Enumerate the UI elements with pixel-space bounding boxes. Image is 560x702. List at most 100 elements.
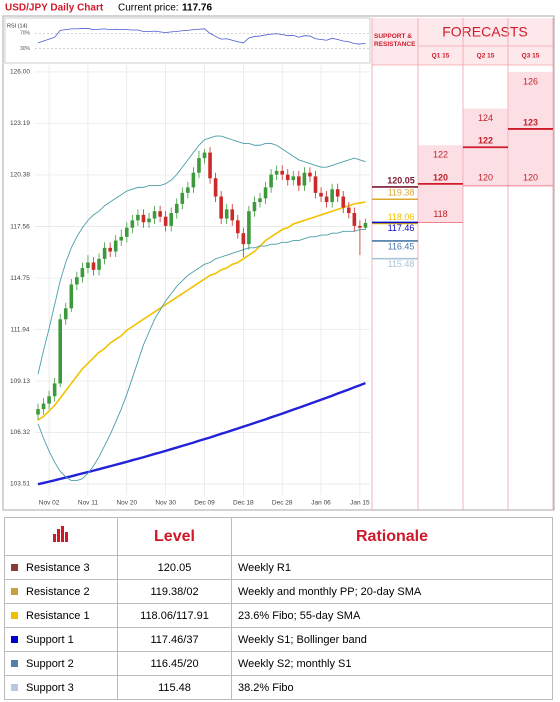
cell: Weekly R1 (231, 555, 553, 580)
levels-title: SUPPORT & RESISTANCE (374, 33, 416, 48)
level-label: 115.48 (388, 259, 415, 269)
candle-body (280, 170, 284, 175)
candle-body (308, 172, 312, 177)
cell: Support 2 (4, 651, 118, 676)
forecast-low: 118 (433, 209, 447, 219)
candle-body (291, 176, 296, 181)
plot: RSI (14) 70% 30% 126.00 123.19 120.38 117.56 11… (4, 17, 554, 510)
candle-body (63, 308, 68, 320)
period-label: Q3 15 (522, 53, 540, 60)
candle-body (352, 213, 357, 226)
table-row: Resistance 1 118.06/117.91 23.6% Fibo; 55-… (4, 603, 553, 628)
swatch (11, 636, 18, 644)
candle-body (163, 216, 168, 226)
forecast-mid: 122 (478, 136, 493, 146)
candle-body (119, 236, 124, 241)
candle-body (302, 172, 307, 186)
candle-body (47, 396, 51, 404)
period-label: Q1 15 (432, 53, 450, 60)
candle-body (80, 267, 85, 278)
cell: 38.2% Fibo (231, 675, 553, 700)
forecast-title: FORECASTS (442, 24, 528, 40)
level-label: 119.38 (388, 188, 415, 198)
x-tick-label: Nov 02 (39, 500, 60, 507)
candle-body (347, 207, 351, 214)
cell-text: Support 3 (26, 681, 74, 694)
col-head: Rationale (231, 517, 553, 556)
rsi-label: RSI (14) (7, 23, 28, 29)
y-tick-label: 103.51 (10, 481, 30, 488)
table-row: Support 1 117.46/37 Weekly S1; Bollinger b… (4, 627, 553, 652)
table-row: Support 2 116.45/20 Weekly S2; monthly S1 (4, 651, 553, 676)
rsi-tick-label: 70% (20, 31, 31, 37)
rsi-line (37, 28, 366, 45)
cell-text: 119.38/02 (150, 585, 199, 598)
x-tick-label: Nov 30 (155, 500, 176, 507)
cell-text: Resistance 1 (26, 609, 90, 622)
table-row: Resistance 3 120.05 Weekly R1 (4, 555, 553, 580)
candle-body (108, 247, 112, 252)
candle-body (191, 172, 196, 188)
y-tick-label: 106.32 (10, 429, 30, 436)
forecast-high: 122 (433, 150, 448, 160)
indicator-line (37, 201, 366, 421)
candle-body (285, 174, 290, 181)
candle-body (230, 209, 235, 221)
table-row: Resistance 2 119.38/02 Weekly and monthly … (4, 579, 553, 604)
x-tick-label: Dec 18 (233, 500, 254, 507)
cell-text: Weekly R1 (238, 561, 291, 574)
forecast-mid: 123 (523, 117, 538, 127)
cell: Resistance 3 (4, 555, 118, 580)
candle-body (52, 383, 57, 397)
candle-body (91, 262, 96, 270)
cell-text: 118.06/117.91 (140, 609, 209, 622)
swatch (11, 684, 18, 692)
x-tick-label: Dec 28 (272, 500, 293, 507)
cell-text: 117.46/37 (150, 633, 199, 646)
y-tick-label: 109.13 (10, 378, 30, 385)
cell: Resistance 1 (4, 603, 118, 628)
candle-body (219, 196, 223, 219)
candle-body (236, 220, 240, 234)
cell-text: 23.6% Fibo; 55-day SMA (238, 609, 361, 622)
swatch (11, 660, 18, 668)
cell-text: 116.45/20 (150, 657, 199, 670)
level-label: 120.05 (387, 175, 415, 185)
candle-body (224, 209, 229, 219)
candle-body (297, 176, 301, 186)
candle-body (125, 227, 129, 237)
swatch (11, 564, 18, 572)
icon-cell (4, 517, 118, 556)
rsi-pane (4, 17, 371, 64)
cell-text: 38.2% Fibo (238, 681, 294, 694)
candle-body (36, 409, 40, 415)
table-body: Resistance 3 120.05 Weekly R1 Resistance 2 1… (4, 555, 553, 700)
candle-body (58, 319, 62, 384)
rsi-tick-label: 30% (20, 46, 31, 52)
candle-body (258, 198, 262, 203)
candle-body (247, 211, 251, 245)
cell-text: Weekly S1; Bollinger band (238, 633, 367, 646)
candle-body (158, 211, 162, 217)
x-tick-label: Jan 15 (350, 500, 370, 507)
cell: Weekly and monthly PP; 20-day SMA (231, 579, 553, 604)
candle-body (324, 196, 329, 203)
level-label: 117.46 (388, 223, 415, 233)
price-label: Current price: (118, 3, 179, 14)
cell-text: Weekly and monthly PP; 20-day SMA (238, 585, 422, 598)
table-row: Support 3 115.48 38.2% Fibo (4, 675, 553, 700)
candle-body (147, 218, 151, 223)
candle-body (41, 403, 46, 410)
x-tick-label: Dec 09 (194, 500, 215, 507)
bar-icon (53, 526, 68, 542)
candle-body (102, 247, 107, 259)
candle-body (269, 174, 273, 188)
cell-text: Support 1 (26, 633, 74, 646)
y-tick-label: 117.56 (10, 223, 30, 230)
candle-body (319, 192, 323, 197)
candle-body (97, 258, 101, 270)
candle-body (241, 233, 246, 245)
cell: 116.45/20 (117, 651, 232, 676)
candle-body (75, 277, 79, 285)
